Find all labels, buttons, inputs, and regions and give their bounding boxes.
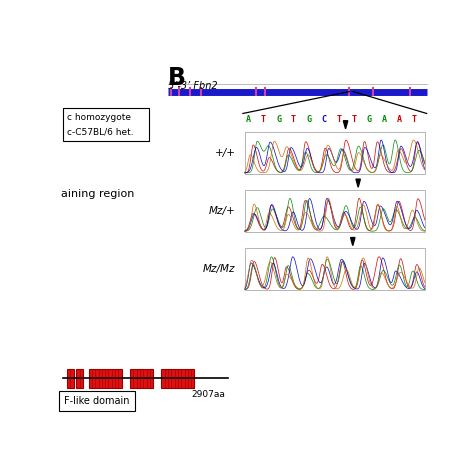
Text: aining region: aining region [61,189,135,199]
Text: F-like domain: F-like domain [64,396,130,406]
Bar [89,369,122,388]
Polygon shape [356,179,360,187]
Bar [66,369,74,388]
Text: T: T [291,115,296,124]
Text: T: T [337,115,341,124]
Text: +/+: +/+ [215,148,236,158]
Text: Mz/Mz: Mz/Mz [203,264,236,274]
Bar [76,369,83,388]
Text: A: A [246,115,251,124]
Polygon shape [343,121,348,129]
Bar [245,190,425,232]
Text: 5’-3’ Fbn2: 5’-3’ Fbn2 [168,81,218,91]
Bar [59,391,135,411]
Polygon shape [351,237,355,246]
Text: c-C57BL/6 het.: c-C57BL/6 het. [67,127,134,136]
Text: A: A [397,115,401,124]
Text: B: B [168,66,186,90]
Text: T: T [411,115,417,124]
Bar [130,369,153,388]
Text: 2907aa: 2907aa [191,390,225,399]
Text: C: C [321,115,326,124]
Text: G: G [366,115,372,124]
Text: A: A [382,115,386,124]
Bar [161,369,194,388]
Text: G: G [276,115,281,124]
Text: T: T [351,115,356,124]
Text: G: G [306,115,311,124]
Bar [63,108,149,141]
Text: T: T [261,115,266,124]
Bar [245,132,425,173]
Bar [245,248,425,291]
Text: Mz/+: Mz/+ [209,206,236,216]
Text: c homozygote: c homozygote [67,113,131,122]
